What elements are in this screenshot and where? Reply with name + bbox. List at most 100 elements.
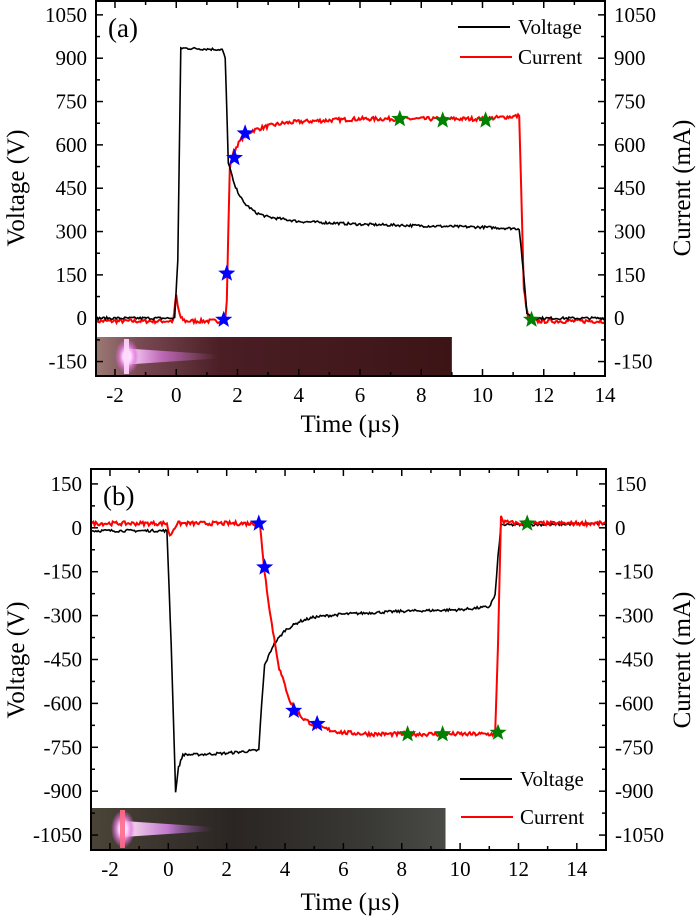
panel-label-a: (a) [108, 13, 138, 43]
y-tick-label-right: 900 [614, 46, 646, 70]
y-tick-label-right: 750 [614, 90, 646, 114]
blue-star-marker [308, 714, 326, 732]
plasma-electrode [124, 339, 129, 374]
x-tick-label: 2 [221, 857, 232, 881]
panel-label-b: (b) [103, 481, 134, 511]
y-axis-title-left-b: Voltage (V) [3, 602, 30, 719]
plasma-plume [123, 821, 213, 837]
y-tick-label-right: 300 [614, 220, 646, 244]
x-tick-label: 12 [533, 383, 554, 407]
panel-a: -2 0 2 4 6 8 10 12 14 1050 900 750 600 450 300 150 0 -150… [3, 0, 696, 438]
plasma-plume [127, 348, 217, 365]
blue-star-marker [218, 264, 236, 281]
y-tick-label-left: 1050 [45, 3, 87, 27]
y-tick-label-left: -300 [44, 604, 83, 628]
x-tick-label: -2 [101, 857, 119, 881]
series-line-current [90, 515, 607, 739]
x-tick-label: 14 [566, 857, 588, 881]
y-tick-label-right: 600 [614, 133, 646, 157]
y-tick-label-left: -600 [44, 691, 83, 715]
y-tick-label-right: -150 [614, 350, 653, 374]
x-tick-label: 12 [508, 857, 529, 881]
legend-label-current-a: Current [518, 45, 582, 69]
series-line-current [95, 112, 606, 326]
y-tick-label-left: 900 [56, 46, 88, 70]
y-tick-label-left: 0 [72, 516, 83, 540]
legend-b: Voltage Current [460, 767, 584, 829]
y-tick-label-right: -750 [615, 735, 654, 759]
blue-star-marker [250, 514, 268, 531]
panel-b: -2 0 2 4 6 8 10 12 14 150 0 -150 -300 -450 -600 -750 -90… [3, 468, 696, 916]
x-tick-label: 4 [293, 383, 304, 407]
tick-labels-b: -2 0 2 4 6 8 10 12 14 150 0 -150 -300 -450 -600 -750 -90… [33, 472, 664, 881]
y-tick-label-right: -1050 [615, 823, 664, 847]
green-star-marker [434, 725, 452, 742]
green-star-marker [518, 514, 536, 531]
y-axis-title-right-a: Current (mA) [669, 120, 696, 257]
green-star-marker [522, 310, 541, 327]
blue-star-marker [225, 148, 243, 166]
green-star-marker [477, 111, 495, 128]
y-tick-label-right: 1050 [614, 3, 656, 27]
axes-b [90, 468, 607, 851]
y-tick-label-left: -150 [49, 350, 88, 374]
y-tick-label-right: 450 [614, 176, 646, 200]
y-tick-label-left: 150 [56, 263, 88, 287]
plasma-image-b [91, 808, 446, 850]
axes-a [95, 0, 606, 377]
series-line-voltage [90, 521, 607, 793]
green-star-marker [399, 725, 417, 742]
y-axis-title-left-a: Voltage (V) [3, 130, 30, 247]
blue-star-marker [256, 558, 274, 575]
legend-a: Voltage Current [458, 15, 582, 69]
x-tick-label: 6 [355, 383, 366, 407]
blue-star-marker [236, 124, 254, 141]
y-tick-label-left: -750 [44, 735, 83, 759]
y-tick-label-right: -900 [615, 779, 654, 803]
y-tick-label-left: -150 [44, 560, 83, 584]
y-tick-label-right: 0 [615, 516, 626, 540]
plasma-electrode [120, 810, 125, 848]
x-tick-label: 0 [163, 857, 174, 881]
x-tick-label: 8 [416, 383, 427, 407]
markers-group-b [250, 514, 536, 742]
y-tick-label-right: 0 [614, 306, 625, 330]
x-axis-title-a: Time (µs) [301, 411, 400, 438]
series-line-voltage [96, 46, 606, 322]
x-tick-label: 8 [397, 857, 408, 881]
legend-label-voltage-a: Voltage [518, 15, 582, 39]
y-tick-label-left: -1050 [33, 823, 82, 847]
y-tick-label-left: 600 [56, 133, 88, 157]
y-tick-label-left: 0 [77, 306, 88, 330]
y-tick-label-left: 750 [56, 90, 88, 114]
x-tick-label: 14 [595, 383, 617, 407]
x-axis-title-b: Time (µs) [301, 889, 400, 916]
x-tick-label: 10 [450, 857, 471, 881]
y-tick-label-right: 150 [615, 472, 647, 496]
green-star-marker [434, 111, 452, 128]
y-tick-label-left: 450 [56, 176, 88, 200]
legend-label-voltage-b: Voltage [520, 767, 584, 791]
y-tick-label-right: -600 [615, 691, 654, 715]
x-tick-label: 10 [472, 383, 493, 407]
y-tick-label-left: -900 [44, 779, 83, 803]
blue-star-marker [215, 310, 233, 327]
markers-group-a [215, 109, 541, 327]
y-tick-label-left: 300 [56, 220, 88, 244]
y-tick-label-left: 150 [51, 472, 83, 496]
y-tick-label-left: -450 [44, 648, 83, 672]
green-star-marker [391, 109, 409, 127]
legend-label-current-b: Current [520, 805, 584, 829]
green-star-marker [489, 723, 507, 740]
x-tick-label: 6 [338, 857, 349, 881]
plasma-image-a [96, 337, 452, 376]
tick-labels-a: -2 0 2 4 6 8 10 12 14 1050 900 750 600 450 300 150 0 -150… [45, 3, 656, 407]
y-tick-label-right: -450 [615, 648, 654, 672]
x-tick-label: 0 [171, 383, 182, 407]
series-group-b [90, 515, 607, 793]
series-group-a [95, 46, 606, 326]
x-tick-label: -2 [106, 383, 124, 407]
x-tick-label: 4 [280, 857, 291, 881]
blue-star-marker [285, 701, 303, 718]
